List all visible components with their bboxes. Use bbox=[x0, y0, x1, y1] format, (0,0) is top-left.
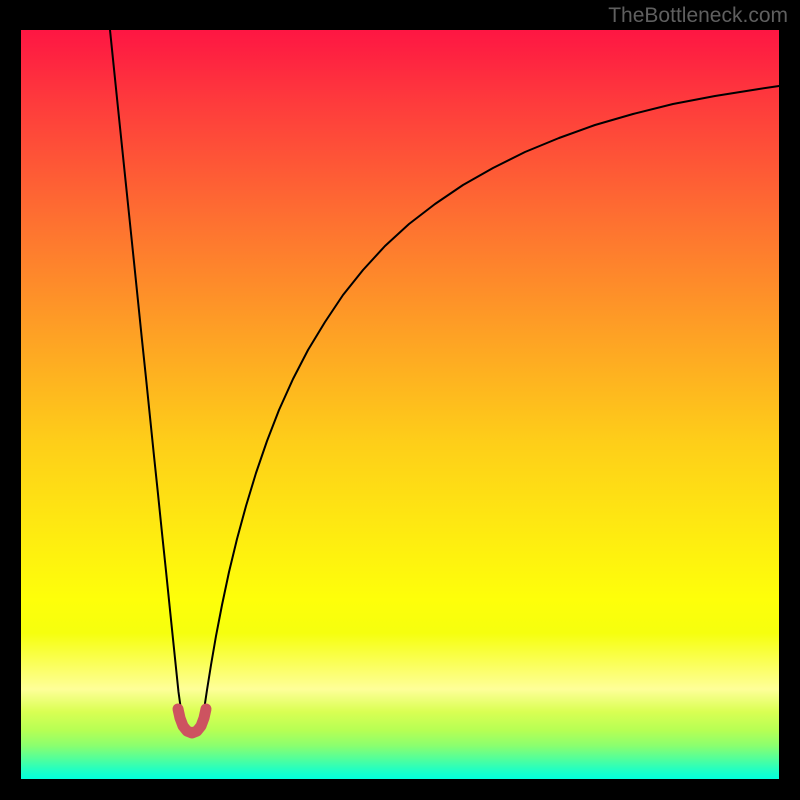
curve-right-branch bbox=[204, 86, 779, 710]
watermark-text: TheBottleneck.com bbox=[608, 4, 788, 28]
bottleneck-marker bbox=[178, 709, 206, 733]
chart-frame: TheBottleneck.com bbox=[0, 0, 800, 800]
curve-left-branch bbox=[110, 30, 181, 710]
curve-overlay bbox=[0, 0, 800, 800]
